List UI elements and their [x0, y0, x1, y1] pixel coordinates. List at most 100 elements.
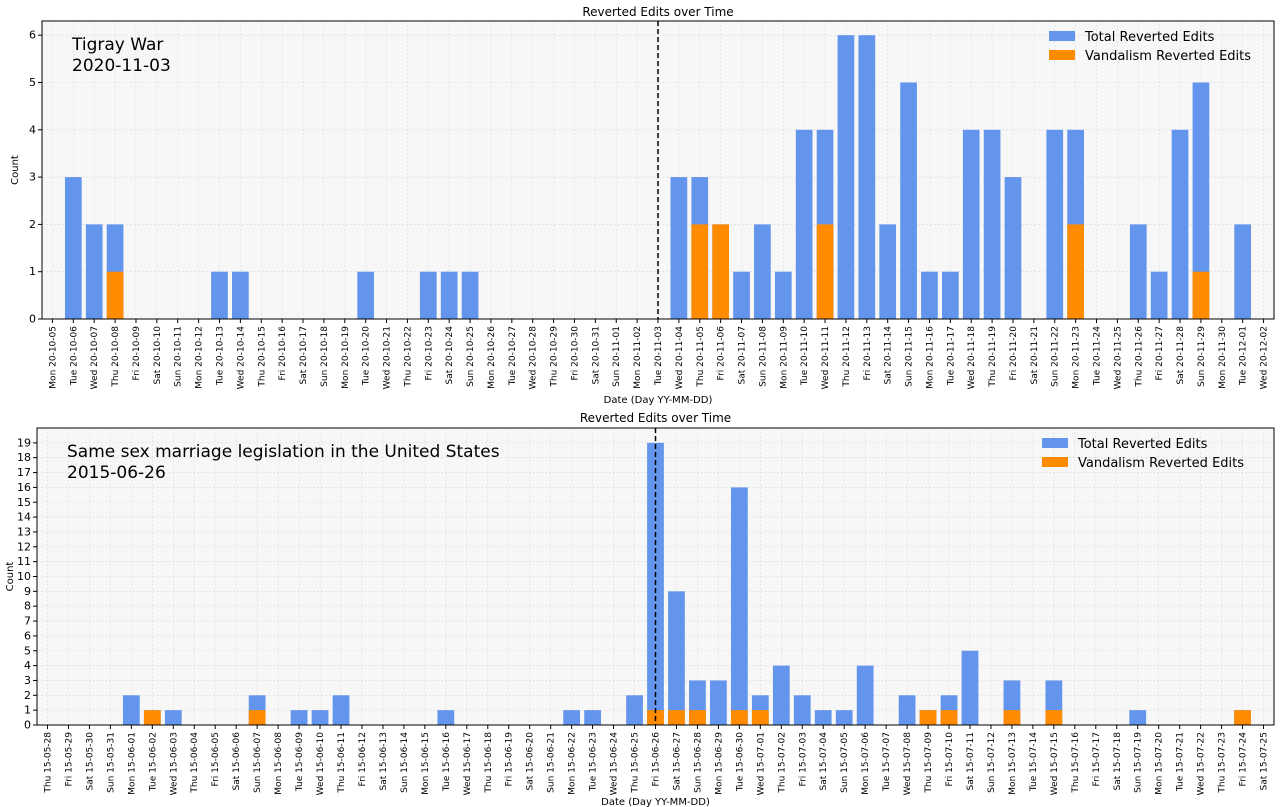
bar-total — [835, 710, 853, 725]
bar-total — [733, 271, 750, 319]
x-tick-label: Thu 20-10-08 — [111, 326, 121, 388]
x-tick-label: Sun 15-06-14 — [400, 732, 410, 793]
bar-total — [1004, 177, 1022, 319]
bar-total — [461, 271, 479, 319]
x-tick-label: Tue 20-11-17 — [946, 326, 956, 386]
x-tick-label: Mon 20-11-02 — [633, 326, 643, 389]
y-tick-label: 6 — [24, 629, 31, 642]
bar-total — [1129, 710, 1147, 725]
x-tick-label: Mon 15-06-15 — [421, 732, 431, 795]
legend-label: Total Reverted Edits — [1077, 437, 1208, 452]
bar-total — [961, 650, 979, 725]
y-tick-label: 0 — [24, 719, 31, 732]
x-tick-label: Sat 20-11-07 — [738, 326, 748, 384]
legend-label: Vandalism Reverted Edits — [1078, 456, 1244, 471]
bar-vandalism — [730, 710, 748, 725]
x-tick-label: Mon 20-11-09 — [779, 326, 789, 389]
bar-total — [856, 665, 874, 725]
x-tick-label: Wed 20-11-18 — [967, 326, 977, 390]
bar-vandalism — [1045, 710, 1063, 725]
event-annotation: 2015-06-26 — [67, 463, 166, 483]
x-tick-label: Sat 20-11-14 — [884, 326, 894, 385]
x-tick-label: Sun 15-06-28 — [693, 732, 703, 793]
x-tick-label: Sat 20-10-24 — [445, 326, 455, 385]
bar-vandalism — [1003, 710, 1021, 725]
x-tick-label: Tue 20-12-01 — [1239, 326, 1249, 386]
x-tick-label: Thu 15-07-16 — [1071, 732, 1081, 794]
y-tick-label: 10 — [17, 570, 31, 583]
bar-total — [668, 591, 685, 725]
y-tick-label: 12 — [17, 540, 31, 553]
y-tick-label: 3 — [29, 171, 36, 184]
event-annotation: Same sex marriage legislation in the Uni… — [67, 442, 500, 462]
bar-total — [85, 224, 103, 319]
x-tick-label: Mon 20-10-19 — [341, 326, 351, 389]
bar-total — [1129, 224, 1147, 319]
x-tick-label: Sat 20-11-21 — [1030, 326, 1040, 384]
x-tick-label: Sun 20-10-11 — [174, 326, 184, 387]
x-tick-label: Wed 15-07-08 — [903, 732, 913, 796]
x-tick-label: Mon 20-10-05 — [48, 326, 58, 389]
x-tick-label: Mon 20-11-16 — [925, 326, 935, 389]
x-tick-label: Sun 15-07-12 — [987, 732, 997, 793]
x-tick-label: Sat 15-05-30 — [85, 732, 95, 791]
x-tick-label: Sat 15-07-25 — [1260, 732, 1270, 790]
bar-total — [879, 224, 897, 319]
bar-total — [754, 224, 771, 319]
bar-total — [232, 271, 249, 319]
x-tick-label: Thu 15-06-25 — [631, 732, 641, 794]
x-tick-label: Sat 20-11-28 — [1176, 326, 1186, 385]
bar-total — [710, 680, 727, 725]
bar-vandalism — [751, 710, 769, 725]
x-tick-label: Sat 15-06-13 — [379, 732, 389, 790]
x-tick-label: Sun 15-06-21 — [547, 732, 557, 793]
y-tick-label: 4 — [24, 659, 31, 672]
x-tick-label: Mon 15-06-08 — [274, 732, 284, 795]
x-tick-label: Fri 15-07-10 — [945, 732, 955, 787]
bar-total — [1171, 129, 1189, 319]
x-tick-label: Thu 15-07-02 — [777, 732, 787, 794]
x-tick-label: Sun 20-11-08 — [758, 326, 768, 387]
x-tick-label: Thu 20-10-22 — [403, 326, 413, 388]
x-tick-label: Thu 20-11-05 — [696, 326, 706, 388]
bar-total — [858, 35, 876, 319]
x-tick-label: Tue 15-06-30 — [735, 732, 745, 792]
legend-label: Vandalism Reverted Edits — [1085, 49, 1251, 64]
bar-vandalism — [712, 224, 729, 319]
bar-total — [772, 665, 790, 725]
x-tick-label: Sun 20-10-25 — [466, 326, 476, 387]
x-tick-label: Wed 20-11-25 — [1113, 326, 1123, 389]
x-tick-label: Thu 15-05-28 — [43, 732, 53, 794]
x-tick-label: Fri 20-11-06 — [717, 326, 727, 381]
bar-total — [122, 695, 140, 725]
bar-total — [357, 271, 375, 319]
x-tick-label: Mon 15-07-20 — [1155, 732, 1165, 795]
x-tick-label: Tue 20-11-10 — [800, 326, 810, 386]
x-tick-label: Wed 20-10-14 — [236, 326, 246, 390]
y-tick-label: 15 — [17, 496, 31, 509]
x-tick-label: Sun 15-05-31 — [106, 732, 116, 793]
bar-vandalism — [1234, 710, 1251, 725]
chart-title: Reverted Edits over Time — [582, 5, 733, 19]
x-axis-label: Date (Day YY-MM-DD) — [604, 395, 713, 406]
x-tick-label: Fri 20-11-13 — [863, 326, 873, 380]
x-tick-label: Sat 15-06-20 — [526, 732, 536, 791]
legend-swatch — [1042, 438, 1068, 448]
x-tick-label: Mon 15-07-06 — [861, 732, 871, 795]
x-tick-label: Wed 15-06-03 — [169, 732, 179, 795]
x-tick-label: Fri 15-06-12 — [358, 732, 368, 786]
x-tick-label: Mon 20-11-30 — [1218, 326, 1228, 389]
y-tick-label: 7 — [24, 615, 31, 628]
x-tick-label: Sat 15-06-06 — [232, 732, 242, 791]
legend-label: Total Reverted Edits — [1084, 30, 1215, 45]
x-tick-label: Tue 15-06-02 — [148, 732, 158, 792]
bar-total — [1192, 82, 1210, 319]
x-tick-label: Fri 15-07-03 — [798, 732, 808, 786]
bar-total — [437, 710, 455, 725]
event-annotation: Tigray War — [71, 35, 163, 55]
x-tick-label: Wed 20-10-07 — [90, 326, 100, 389]
y-tick-label: 0 — [29, 313, 36, 326]
bar-total — [900, 82, 917, 319]
